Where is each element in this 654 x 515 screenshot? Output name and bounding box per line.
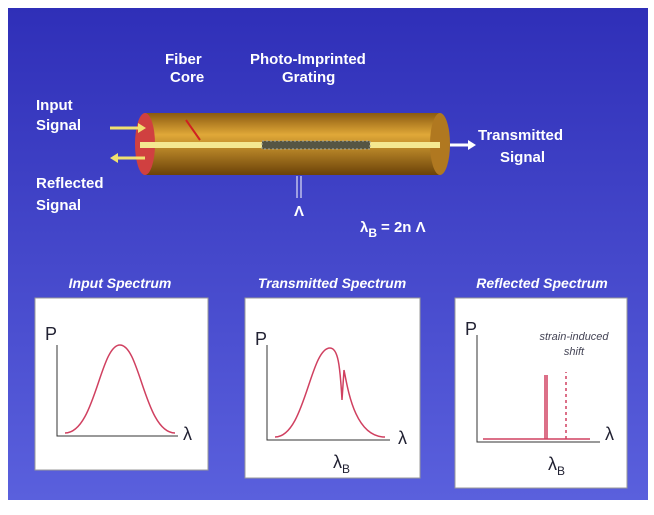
curves — [64, 344, 590, 440]
axis-label: P — [45, 324, 57, 344]
label: Input — [36, 97, 73, 114]
note: shift — [564, 346, 585, 358]
axis-label: λ — [605, 424, 614, 444]
core-pointer — [185, 119, 201, 141]
axis-label: λ — [183, 424, 192, 444]
label: Transmitted — [478, 127, 563, 144]
marker-subscript: B — [557, 464, 565, 478]
label: Λ — [294, 203, 304, 220]
marker-label: λB — [548, 454, 565, 478]
equation-rest: = 2n Λ — [381, 219, 426, 236]
label: Photo-Imprinted — [250, 51, 366, 68]
panel-title: Reflected Spectrum — [476, 275, 607, 291]
marker-symbol: λ — [548, 454, 557, 474]
label: Signal — [36, 117, 81, 134]
label: Fiber — [165, 51, 202, 68]
marker-symbol: λ — [333, 452, 342, 472]
label: Core — [170, 69, 204, 86]
label: Reflected — [36, 175, 104, 192]
axes — [56, 335, 600, 443]
equation-subscript: B — [368, 226, 377, 240]
label: Signal — [36, 197, 81, 214]
input-arrowhead — [138, 123, 146, 133]
grating — [261, 140, 371, 150]
equation: λB = 2n Λ — [360, 219, 426, 240]
panel-title: Input Spectrum — [69, 275, 172, 291]
marker-label: λB — [333, 452, 350, 476]
axis-label: P — [255, 329, 267, 349]
axis-label: P — [465, 319, 477, 339]
label: Grating — [282, 69, 335, 86]
label: Signal — [500, 149, 545, 166]
equation-symbol: λ — [360, 219, 369, 236]
reflected-arrowhead — [110, 153, 118, 163]
panel-title: Transmitted Spectrum — [258, 275, 406, 291]
panel — [454, 297, 628, 489]
axis-label: λ — [398, 428, 407, 448]
transmitted-arrowhead — [468, 140, 476, 150]
marker-subscript: B — [342, 462, 350, 476]
note: strain-induced — [539, 331, 609, 343]
panel — [244, 297, 421, 479]
panel — [34, 297, 209, 471]
